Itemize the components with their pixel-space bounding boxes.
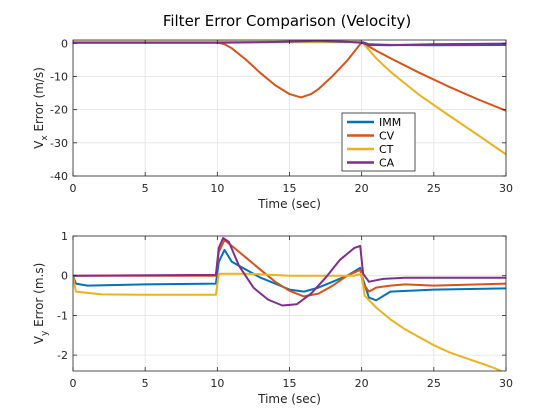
y-tick-label: 0 (61, 270, 68, 283)
x-axis-label: Time (sec) (257, 197, 321, 211)
y-tick-label: -2 (57, 349, 68, 362)
x-tick-label: 5 (142, 377, 149, 390)
y-tick-label: 1 (61, 230, 68, 243)
x-tick-label: 5 (142, 182, 149, 195)
legend-label-cv: CV (379, 130, 395, 143)
y-tick-label: -1 (57, 309, 68, 322)
x-tick-label: 25 (427, 182, 441, 195)
y-axis-label: Vx Error (m/s) (32, 67, 50, 149)
legend-label-ca: CA (379, 157, 395, 170)
series-line-ct (73, 272, 504, 371)
x-tick-label: 30 (499, 377, 513, 390)
x-tick-label: 20 (355, 377, 369, 390)
legend-label-imm: IMM (379, 116, 401, 129)
series-group (73, 237, 506, 371)
x-tick-label: 20 (355, 182, 369, 195)
figure-title: Filter Error Comparison (Velocity) (163, 12, 411, 30)
series-line-ca (73, 237, 506, 307)
series-line-cv (73, 239, 506, 298)
x-tick-label: 10 (210, 182, 224, 195)
series-line-cv (73, 41, 506, 112)
legend-label-ct: CT (379, 143, 394, 156)
x-tick-label: 15 (283, 182, 297, 195)
x-tick-label: 0 (70, 377, 77, 390)
y-axis-label: Vy Error (m.s) (32, 263, 50, 345)
x-tick-label: 25 (427, 377, 441, 390)
y-tick-label: -30 (50, 137, 68, 150)
series-line-ca (73, 40, 506, 47)
y-tick-label: -20 (50, 104, 68, 117)
top-panel-vx-error: 0 5 10 15 20 25 30 0 -10 -20 -30 -40 Time (sec) Vx Er… (32, 37, 513, 211)
series-line-imm (73, 248, 506, 302)
x-tick-label: 30 (499, 182, 513, 195)
x-tick-label: 0 (70, 182, 77, 195)
x-axis-label: Time (sec) (257, 392, 321, 406)
x-tick-label: 15 (283, 377, 297, 390)
y-tick-label: -10 (50, 70, 68, 83)
y-tick-label: -40 (50, 170, 68, 183)
x-tick-label: 10 (210, 377, 224, 390)
y-tick-label: 0 (61, 37, 68, 50)
